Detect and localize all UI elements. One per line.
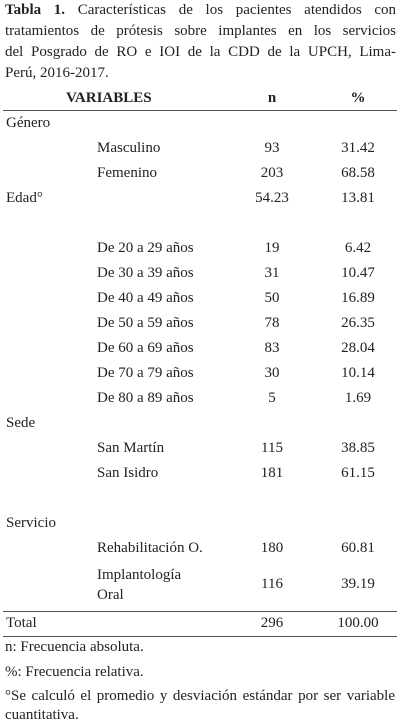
caption-text: tratamientos de prótesis sobre implantes…	[5, 23, 396, 39]
cell-pct: 26.35	[341, 315, 375, 331]
item-label: Femenino	[97, 165, 157, 181]
header-n: n	[267, 90, 277, 106]
caption-label: Tabla 1.	[5, 2, 66, 18]
cell-pct: 28.04	[341, 340, 375, 356]
group-label: Edad°	[6, 190, 43, 206]
cell-n: 203	[260, 165, 284, 181]
cell-pct: 39.19	[341, 576, 375, 592]
item-label: Rehabilitación O.	[97, 540, 203, 556]
cell-pct: 68.58	[341, 165, 375, 181]
cell-n: 116	[261, 576, 283, 592]
item-label: Masculino	[97, 140, 161, 156]
cell-pct: 10.47	[341, 265, 375, 281]
cell-n: 31	[264, 265, 280, 281]
cell-pct: 38.85	[341, 440, 375, 456]
cell-pct: 6.42	[344, 240, 372, 256]
rule	[3, 636, 397, 637]
cell-n: 30	[264, 365, 280, 381]
cell-n: 180	[260, 540, 284, 556]
cell-pct: 31.42	[341, 140, 375, 156]
item-label: Oral	[97, 587, 124, 603]
item-label: De 30 a 39 años	[97, 265, 194, 281]
item-label: De 40 a 49 años	[97, 290, 194, 306]
cell-pct: 61.15	[341, 465, 375, 481]
caption-line: Perú, 2016-2017.	[5, 63, 396, 84]
footnote: n: Frecuencia absoluta.	[5, 639, 144, 655]
footnote: °Se calculó el promedio y desviación est…	[5, 688, 395, 723]
rule	[3, 110, 397, 111]
item-label: De 70 a 79 años	[97, 365, 194, 381]
footnote: %: Frecuencia relativa.	[5, 664, 144, 680]
total-pct: 100.00	[337, 615, 379, 631]
item-label: De 60 a 69 años	[97, 340, 194, 356]
item-label: Implantología	[97, 567, 182, 583]
cell-pct: 10.14	[341, 365, 375, 381]
caption-line: Tabla 1. Características de los paciente…	[5, 0, 396, 21]
caption-line: del Posgrado de RO e IOI de la CDD de la…	[5, 42, 396, 63]
cell-n: 5	[268, 390, 276, 406]
total-n: 296	[260, 615, 284, 631]
caption-text: Características de los pacientes atendid…	[77, 2, 396, 18]
cell-n: 83	[264, 340, 280, 356]
cell-n: 78	[264, 315, 280, 331]
total-label: Total	[6, 615, 37, 631]
item-label: San Martín	[97, 440, 165, 456]
item-label: San Isidro	[97, 465, 159, 481]
cell-pct: 1.69	[344, 390, 372, 406]
group-label: Servicio	[6, 515, 56, 531]
item-label: De 20 a 29 años	[97, 240, 194, 256]
caption-line: tratamientos de prótesis sobre implantes…	[5, 21, 396, 42]
header-pct: %	[350, 90, 366, 106]
group-label: Sede	[6, 415, 36, 431]
cell-n: 54.23	[255, 190, 289, 206]
cell-pct: 16.89	[341, 290, 375, 306]
item-label: De 50 a 59 años	[97, 315, 194, 331]
rule	[3, 611, 397, 612]
item-label: De 80 a 89 años	[97, 390, 194, 406]
header-variables: VARIABLES	[66, 90, 152, 106]
group-label: Género	[6, 115, 51, 131]
cell-pct: 60.81	[341, 540, 375, 556]
caption-text: del Posgrado de RO e IOI de la CDD de la…	[5, 44, 396, 60]
caption-text: Perú, 2016-2017.	[5, 65, 109, 81]
cell-n: 181	[260, 465, 284, 481]
cell-n: 19	[264, 240, 280, 256]
cell-pct: 13.81	[341, 190, 375, 206]
cell-n: 50	[264, 290, 280, 306]
cell-n: 115	[261, 440, 283, 456]
cell-n: 93	[264, 140, 280, 156]
